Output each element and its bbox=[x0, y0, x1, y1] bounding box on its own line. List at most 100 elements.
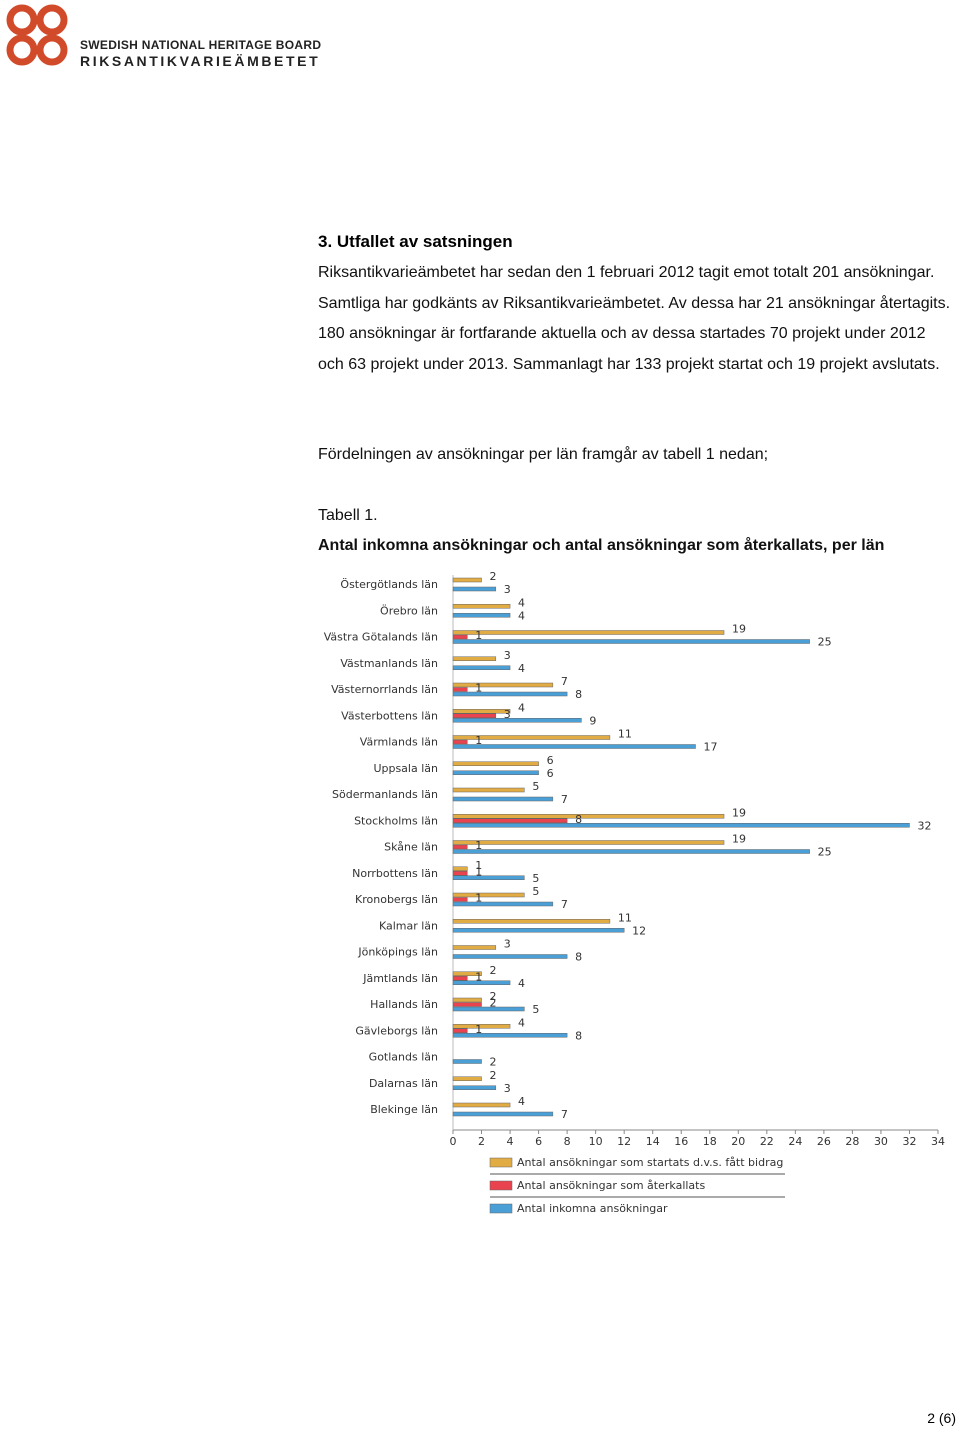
data-label: 3 bbox=[504, 708, 511, 721]
category-label: Värmlands län bbox=[360, 736, 438, 749]
x-tick-label: 6 bbox=[535, 1135, 542, 1148]
data-label: 6 bbox=[547, 767, 554, 780]
x-tick-label: 32 bbox=[902, 1135, 916, 1148]
bar bbox=[452, 656, 497, 661]
x-tick-label: 10 bbox=[589, 1135, 603, 1148]
data-label: 1 bbox=[475, 629, 482, 642]
category-label: Jönköpings län bbox=[357, 946, 438, 959]
bar bbox=[452, 818, 568, 823]
data-label: 7 bbox=[561, 1108, 568, 1121]
bar bbox=[452, 849, 810, 854]
logo-line2: RIKSANTIKVARIEÄMBETET bbox=[80, 53, 321, 69]
data-label: 11 bbox=[618, 911, 632, 924]
x-tick-label: 20 bbox=[731, 1135, 745, 1148]
bar bbox=[452, 586, 497, 592]
bar bbox=[452, 997, 482, 1003]
x-tick-label: 0 bbox=[450, 1135, 457, 1148]
category-label: Skåne län bbox=[384, 841, 438, 854]
x-tick-label: 34 bbox=[931, 1135, 945, 1148]
bar bbox=[452, 1076, 482, 1081]
logo-mark bbox=[6, 4, 68, 66]
data-label: 19 bbox=[732, 806, 746, 819]
table-label: Tabell 1. bbox=[318, 507, 378, 524]
bar bbox=[452, 735, 611, 740]
data-label: 7 bbox=[561, 898, 568, 911]
data-label: 1 bbox=[475, 734, 482, 747]
data-label: 4 bbox=[518, 609, 525, 622]
bar bbox=[452, 1085, 497, 1090]
category-label: Gotlands län bbox=[369, 1051, 438, 1064]
category-label: Dalarnas län bbox=[369, 1077, 438, 1090]
data-label: 3 bbox=[504, 649, 511, 662]
bar bbox=[452, 840, 725, 845]
bar bbox=[452, 665, 511, 670]
legend-label: Antal ansökningar som återkallats bbox=[517, 1179, 705, 1192]
bar bbox=[452, 866, 468, 871]
bar bbox=[452, 1006, 525, 1012]
category-label: Jämtlands län bbox=[362, 972, 438, 985]
data-label: 6 bbox=[547, 754, 554, 767]
bar bbox=[452, 709, 511, 714]
x-tick-label: 26 bbox=[817, 1135, 831, 1148]
data-label: 4 bbox=[518, 701, 525, 714]
bar bbox=[452, 682, 554, 688]
bar bbox=[452, 770, 539, 775]
bar bbox=[452, 796, 554, 802]
category-label: Gävleborgs län bbox=[355, 1024, 438, 1037]
data-label: 4 bbox=[518, 1095, 525, 1108]
bar bbox=[452, 976, 468, 981]
page-number: 2 (6) bbox=[927, 1410, 956, 1426]
data-label: 1 bbox=[475, 892, 482, 905]
bar bbox=[452, 954, 568, 959]
bar bbox=[452, 1102, 511, 1108]
data-label: 4 bbox=[518, 596, 525, 609]
data-label: 4 bbox=[518, 662, 525, 675]
data-label: 3 bbox=[504, 938, 511, 951]
bar bbox=[452, 897, 468, 902]
bar bbox=[452, 980, 511, 985]
category-label: Västernorrlands län bbox=[331, 683, 438, 696]
bar bbox=[452, 814, 725, 819]
bar bbox=[452, 691, 568, 697]
bar bbox=[452, 639, 810, 644]
legend-swatch bbox=[489, 1203, 513, 1214]
category-label: Västerbottens län bbox=[341, 709, 438, 722]
bar bbox=[452, 823, 910, 828]
bar bbox=[452, 1024, 511, 1029]
bar bbox=[452, 945, 497, 950]
bar bbox=[452, 761, 539, 766]
data-label: 5 bbox=[532, 1003, 539, 1016]
data-label: 4 bbox=[518, 977, 525, 990]
category-label: Kalmar län bbox=[379, 919, 438, 932]
category-label: Blekinge län bbox=[370, 1103, 438, 1116]
x-tick-label: 30 bbox=[874, 1135, 888, 1148]
data-label: 8 bbox=[575, 813, 582, 826]
data-label: 2 bbox=[490, 990, 497, 1003]
data-label: 7 bbox=[561, 793, 568, 806]
data-label: 2 bbox=[490, 997, 497, 1010]
data-label: 17 bbox=[704, 741, 718, 754]
category-label: Västmanlands län bbox=[340, 657, 438, 670]
category-label: Örebro län bbox=[380, 604, 438, 617]
data-label: 25 bbox=[818, 636, 832, 649]
category-label: Uppsala län bbox=[373, 762, 438, 775]
data-label: 5 bbox=[532, 780, 539, 793]
category-label: Södermanlands län bbox=[332, 788, 438, 801]
data-label: 2 bbox=[490, 1056, 497, 1069]
x-tick-label: 2 bbox=[478, 1135, 485, 1148]
data-label: 12 bbox=[632, 924, 646, 937]
data-label: 9 bbox=[589, 714, 596, 727]
bar bbox=[452, 901, 554, 907]
legend-label: Antal ansökningar som startats d.v.s. få… bbox=[517, 1156, 783, 1169]
data-label: 1 bbox=[475, 970, 482, 983]
bar bbox=[452, 577, 482, 583]
data-label: 5 bbox=[532, 872, 539, 885]
category-label: Norrbottens län bbox=[352, 867, 438, 880]
legend-swatch bbox=[489, 1157, 513, 1168]
data-label: 19 bbox=[732, 833, 746, 846]
x-tick-label: 12 bbox=[617, 1135, 631, 1148]
data-label: 4 bbox=[518, 1016, 525, 1029]
data-label: 19 bbox=[732, 623, 746, 636]
legend-swatch bbox=[489, 1180, 513, 1191]
